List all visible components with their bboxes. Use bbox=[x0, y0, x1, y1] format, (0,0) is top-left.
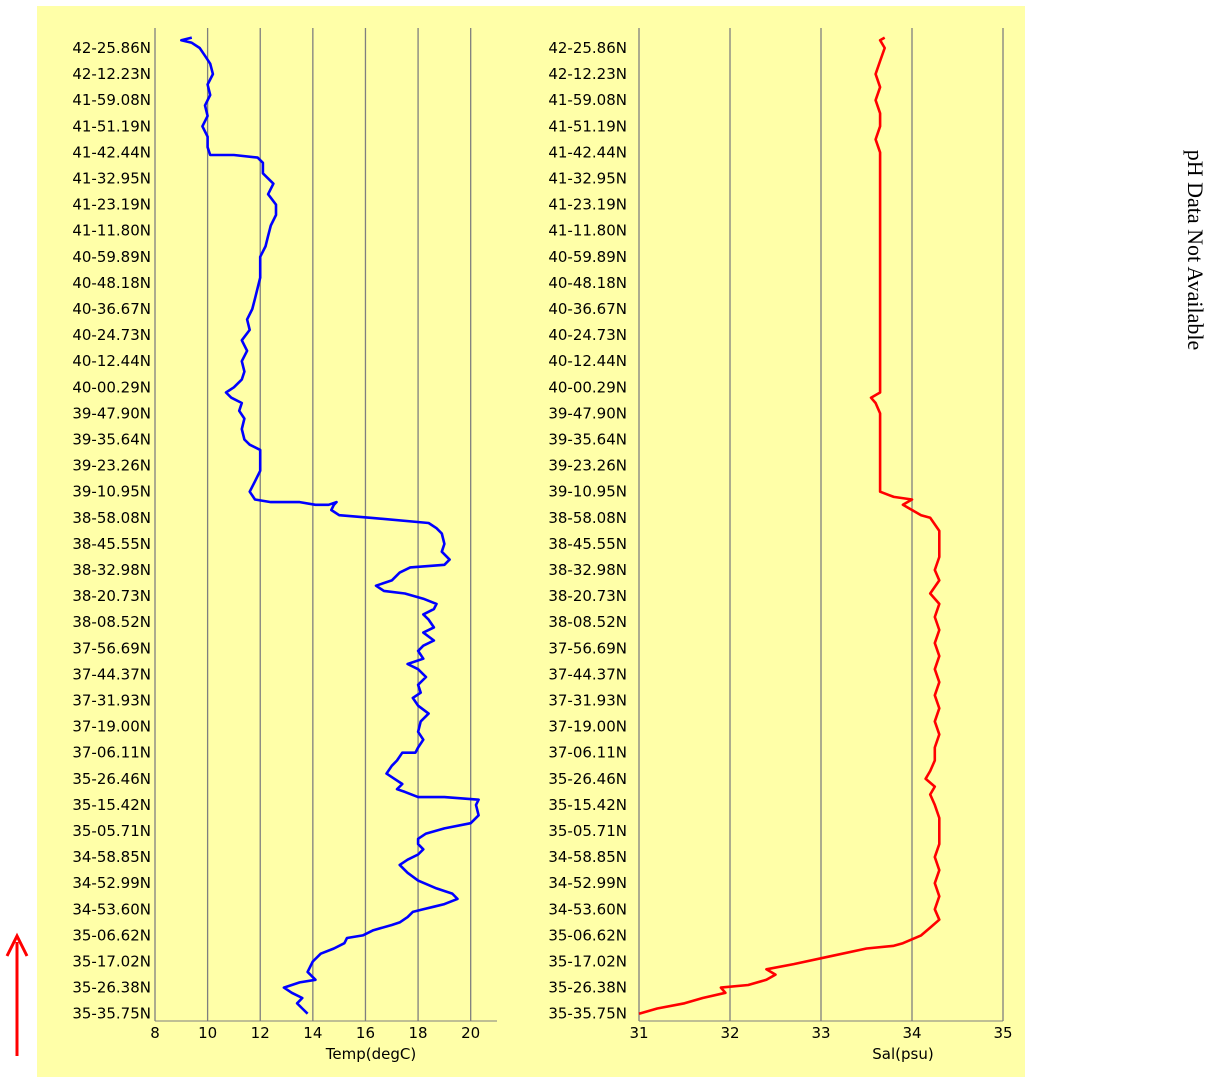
y-tick-label: 41-32.95N bbox=[548, 170, 627, 188]
y-tick-label: 35-05.71N bbox=[548, 822, 627, 840]
y-tick-label: 38-58.08N bbox=[72, 509, 151, 527]
y-tick-label: 38-58.08N bbox=[548, 509, 627, 527]
y-tick-label: 38-08.52N bbox=[548, 613, 627, 631]
y-tick-label: 40-36.67N bbox=[72, 300, 151, 318]
y-tick-label: 40-24.73N bbox=[72, 326, 151, 344]
y-tick-label: 38-20.73N bbox=[72, 587, 151, 605]
ph-unavailable-note: pH Data Not Available bbox=[1183, 149, 1208, 351]
y-tick-label: 39-35.64N bbox=[548, 431, 627, 449]
x-tick-label: 33 bbox=[811, 1024, 830, 1042]
y-tick-label: 40-59.89N bbox=[72, 248, 151, 266]
y-tick-label: 37-06.11N bbox=[548, 744, 627, 762]
y-tick-label: 34-58.85N bbox=[72, 848, 151, 866]
y-tick-label: 37-31.93N bbox=[72, 692, 151, 710]
y-tick-label: 39-47.90N bbox=[548, 404, 627, 422]
y-tick-label: 42-25.86N bbox=[72, 39, 151, 57]
series-line bbox=[180, 36, 480, 1015]
x-tick-label: 32 bbox=[720, 1024, 739, 1042]
x-tick-label: 16 bbox=[356, 1024, 375, 1042]
x-tick-label: 12 bbox=[251, 1024, 270, 1042]
x-tick-label: 35 bbox=[993, 1024, 1012, 1042]
y-tick-label: 40-48.18N bbox=[72, 274, 151, 292]
y-tick-label: 38-32.98N bbox=[548, 561, 627, 579]
y-tick-label: 40-12.44N bbox=[548, 352, 627, 370]
y-tick-label: 35-26.46N bbox=[548, 770, 627, 788]
x-tick-label: 31 bbox=[629, 1024, 648, 1042]
y-tick-label: 39-47.90N bbox=[72, 404, 151, 422]
y-tick-label: 37-19.00N bbox=[548, 718, 627, 736]
y-tick-label: 35-26.38N bbox=[72, 979, 151, 997]
y-tick-label: 38-45.55N bbox=[72, 535, 151, 553]
y-tick-label: 41-51.19N bbox=[72, 117, 151, 135]
y-tick-label: 35-17.02N bbox=[72, 953, 151, 971]
y-tick-label: 37-44.37N bbox=[548, 665, 627, 683]
y-tick-label: 42-25.86N bbox=[548, 39, 627, 57]
y-tick-label: 35-06.62N bbox=[548, 926, 627, 944]
y-tick-label: 39-10.95N bbox=[72, 483, 151, 501]
y-tick-label: 37-56.69N bbox=[548, 639, 627, 657]
y-tick-label: 35-35.75N bbox=[72, 1005, 151, 1023]
x-axis-title: Temp(degC) bbox=[325, 1045, 416, 1063]
y-tick-label: 38-32.98N bbox=[72, 561, 151, 579]
y-tick-label: 35-17.02N bbox=[548, 953, 627, 971]
y-tick-label: 38-08.52N bbox=[72, 613, 151, 631]
y-tick-label: 35-15.42N bbox=[72, 796, 151, 814]
y-tick-label: 42-12.23N bbox=[548, 65, 627, 83]
y-tick-label: 42-12.23N bbox=[72, 65, 151, 83]
y-tick-label: 41-42.44N bbox=[72, 143, 151, 161]
temperature-panel bbox=[37, 6, 522, 1077]
y-tick-label: 40-12.44N bbox=[72, 352, 151, 370]
y-tick-label: 41-23.19N bbox=[72, 196, 151, 214]
y-tick-label: 38-45.55N bbox=[548, 535, 627, 553]
y-tick-label: 41-11.80N bbox=[548, 222, 627, 240]
y-tick-label: 41-59.08N bbox=[72, 91, 151, 109]
y-tick-label: 39-35.64N bbox=[72, 431, 151, 449]
y-tick-label: 37-19.00N bbox=[72, 718, 151, 736]
series-line bbox=[638, 36, 941, 1015]
y-tick-label: 37-44.37N bbox=[72, 665, 151, 683]
y-tick-label: 35-15.42N bbox=[548, 796, 627, 814]
y-tick-label: 34-58.85N bbox=[548, 848, 627, 866]
y-tick-label: 40-00.29N bbox=[72, 378, 151, 396]
x-axis-title: Sal(psu) bbox=[872, 1045, 933, 1063]
y-tick-label: 35-06.62N bbox=[72, 926, 151, 944]
y-tick-label: 34-53.60N bbox=[72, 900, 151, 918]
y-tick-label: 41-59.08N bbox=[548, 91, 627, 109]
x-tick-label: 20 bbox=[461, 1024, 480, 1042]
x-tick-label: 18 bbox=[409, 1024, 428, 1042]
y-tick-label: 34-52.99N bbox=[548, 874, 627, 892]
y-tick-label: 38-20.73N bbox=[548, 587, 627, 605]
x-tick-label: 14 bbox=[303, 1024, 322, 1042]
y-tick-label: 39-23.26N bbox=[548, 457, 627, 475]
y-tick-label: 39-10.95N bbox=[548, 483, 627, 501]
y-tick-label: 34-52.99N bbox=[72, 874, 151, 892]
y-tick-label: 40-00.29N bbox=[548, 378, 627, 396]
salinity-panel bbox=[521, 6, 1025, 1077]
y-tick-label: 41-42.44N bbox=[548, 143, 627, 161]
y-tick-label: 37-56.69N bbox=[72, 639, 151, 657]
y-tick-label: 40-36.67N bbox=[548, 300, 627, 318]
y-tick-label: 34-53.60N bbox=[548, 900, 627, 918]
y-tick-label: 40-59.89N bbox=[548, 248, 627, 266]
y-tick-label: 40-24.73N bbox=[548, 326, 627, 344]
x-tick-label: 10 bbox=[198, 1024, 217, 1042]
y-tick-label: 37-31.93N bbox=[548, 692, 627, 710]
y-tick-label: 40-48.18N bbox=[548, 274, 627, 292]
y-tick-label: 39-23.26N bbox=[72, 457, 151, 475]
y-tick-label: 37-06.11N bbox=[72, 744, 151, 762]
y-tick-label: 41-23.19N bbox=[548, 196, 627, 214]
y-tick-label: 41-11.80N bbox=[72, 222, 151, 240]
x-tick-label: 34 bbox=[902, 1024, 921, 1042]
direction-arrow-head bbox=[5, 932, 29, 957]
y-tick-label: 41-51.19N bbox=[548, 117, 627, 135]
y-tick-label: 41-32.95N bbox=[72, 170, 151, 188]
y-tick-label: 35-26.46N bbox=[72, 770, 151, 788]
y-tick-label: 35-35.75N bbox=[548, 1005, 627, 1023]
y-tick-label: 35-05.71N bbox=[72, 822, 151, 840]
y-tick-label: 35-26.38N bbox=[548, 979, 627, 997]
x-tick-label: 8 bbox=[150, 1024, 160, 1042]
